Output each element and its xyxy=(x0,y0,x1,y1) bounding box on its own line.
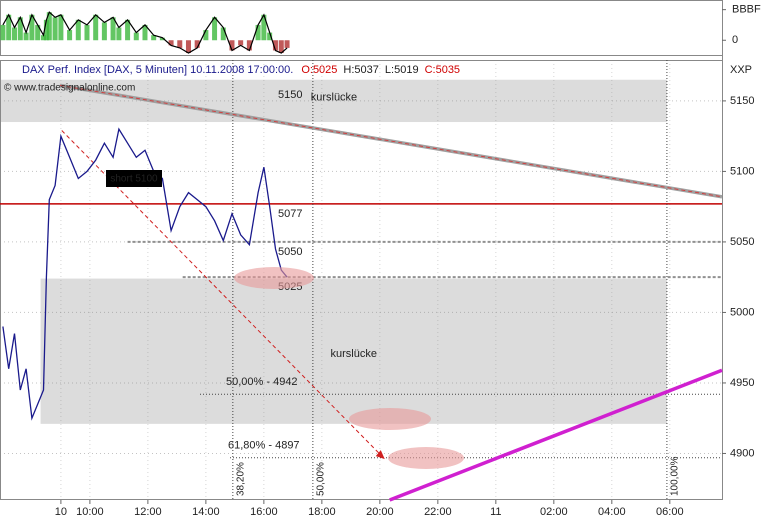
y-tick-label: 5150 xyxy=(730,95,754,107)
short-box xyxy=(106,170,162,187)
ohlc-value: 5019 xyxy=(394,64,418,76)
indicator-bar xyxy=(238,40,244,46)
gap-zone xyxy=(40,278,667,424)
fib-label: 61,80% - 4897 xyxy=(228,440,300,452)
highlight xyxy=(234,267,314,289)
indicator-bar xyxy=(255,24,261,41)
indicator-bar xyxy=(278,40,284,53)
indicator-bar xyxy=(23,32,29,41)
x-tick-label: 16:00 xyxy=(250,506,278,518)
x-tick-label: 11 xyxy=(490,506,501,518)
indicator-tick-label: 0 xyxy=(732,34,738,46)
x-tick-label: 10:00 xyxy=(76,506,104,518)
x-tick-label: 18:00 xyxy=(308,506,336,518)
short-label: short 5100 xyxy=(110,174,158,185)
x-tick-label: 04:00 xyxy=(598,506,626,518)
plot-layer: kurslücke kurslücke 4900 4950 5000 5050 5100 51… xyxy=(0,4,761,518)
ohlc-value: 5025 xyxy=(313,64,337,76)
indicator-bar xyxy=(110,17,116,41)
y-tick-label: 5100 xyxy=(730,165,754,177)
indicator-bar xyxy=(246,40,252,51)
fib-label: 50,00% - 4942 xyxy=(226,376,298,388)
gap-zone xyxy=(1,79,667,123)
indicator-bar xyxy=(194,40,200,48)
trendline xyxy=(59,83,723,199)
fib-time-label: 38,20% xyxy=(235,462,246,496)
indicator-bar xyxy=(84,24,90,41)
level-label: 5050 xyxy=(278,246,302,258)
trendline xyxy=(389,368,723,502)
y-tick-label: 5050 xyxy=(730,236,754,248)
x-tick-label: 20:00 xyxy=(366,506,394,518)
ohlc-key: L: xyxy=(385,64,394,76)
highlight xyxy=(349,408,431,430)
indicator-bar xyxy=(67,30,73,41)
zone-label: kurslücke xyxy=(311,92,357,104)
trend-label: 5150 xyxy=(278,89,302,101)
x-tick-label: 06:00 xyxy=(656,506,684,518)
indicator-bar xyxy=(142,24,148,41)
indicator-bar xyxy=(93,14,99,41)
arrow-head xyxy=(375,450,385,460)
y-axis-label: XXP xyxy=(730,64,752,76)
x-tick-label: 02:00 xyxy=(540,506,568,518)
indicator-bar xyxy=(101,22,107,41)
indicator-bar xyxy=(46,12,52,41)
indicator-tick-label: BBBF xyxy=(732,4,761,16)
indicator-bar xyxy=(229,40,235,51)
y-tick-label: 4900 xyxy=(730,447,754,459)
highlight xyxy=(388,447,464,469)
indicator-bar xyxy=(29,14,35,41)
y-tick-label: 5000 xyxy=(730,306,754,318)
zone-label: kurslücke xyxy=(331,348,377,360)
indicator-line xyxy=(2,11,288,54)
indicator-bar xyxy=(151,35,157,41)
indicator-bar xyxy=(40,35,46,41)
indicator-bar xyxy=(203,30,209,41)
indicator-bar xyxy=(52,17,58,41)
indicator-bar xyxy=(267,32,273,41)
header-title: DAX Perf. Index [DAX, 5 Minuten] 10.11.2… xyxy=(22,64,293,76)
header: DAX Perf. Index [DAX, 5 Minuten] 10.11.2… xyxy=(22,64,460,76)
indicator-bar xyxy=(43,19,49,41)
price-line xyxy=(2,127,288,421)
ohlc-key: O: xyxy=(301,64,313,76)
x-tick-label: 22:00 xyxy=(424,506,452,518)
indicator-bar xyxy=(272,40,278,51)
x-tick-label: 10 xyxy=(55,506,67,518)
fib-time-label: 100,00% xyxy=(670,456,681,496)
indicator-bar xyxy=(17,17,23,41)
indicator-bar xyxy=(58,14,64,41)
indicator-bar xyxy=(177,40,183,48)
indicator-bar xyxy=(116,27,122,41)
x-tick-label: 12:00 xyxy=(134,506,162,518)
indicator-bar xyxy=(125,19,131,41)
ohlc-value: 5037 xyxy=(354,64,378,76)
y-tick-label: 4950 xyxy=(730,377,754,389)
indicator-panel xyxy=(0,0,723,56)
indicator-bar xyxy=(6,14,12,41)
indicator-bar xyxy=(212,17,218,41)
ohlc-key: C: xyxy=(425,64,436,76)
indicator-bar xyxy=(168,40,174,46)
indicator-bar xyxy=(159,37,165,41)
ohlc-value: 5035 xyxy=(436,64,460,76)
indicator-bar xyxy=(11,27,17,41)
ohlc-key: H: xyxy=(343,64,354,76)
indicator-bar xyxy=(75,19,81,41)
indicator-bar xyxy=(220,27,226,41)
level-label: 5077 xyxy=(278,208,302,220)
x-tick-label: 14:00 xyxy=(192,506,220,518)
indicator-bar xyxy=(0,24,6,41)
fib-time-label: 50,00% xyxy=(316,462,327,496)
indicator-bar xyxy=(261,14,267,41)
indicator-bar xyxy=(284,40,290,48)
indicator-bar xyxy=(133,32,139,41)
copyright: © www.tradesignalonline.com xyxy=(4,83,135,94)
indicator-bar xyxy=(35,24,41,41)
indicator-bar xyxy=(185,40,191,53)
